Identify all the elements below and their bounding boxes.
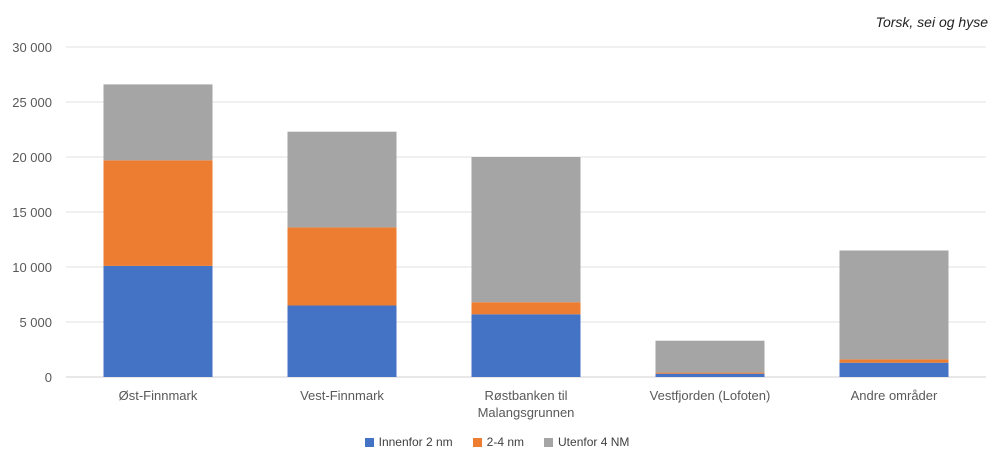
y-tick-label: 15 000 [12,205,52,220]
bar-segment [655,373,765,377]
bar-segment [471,157,581,303]
legend-item-innenfor-2-nm: Innenfor 2 nm [364,435,453,449]
y-tick-label: 10 000 [12,260,52,275]
y-axis-tick-labels: 0 5 000 10 000 15 000 20 000 25 000 30 000 [12,40,52,385]
stacked-bar-chart: 0 5 000 10 000 15 000 20 000 25 000 30 000 Øst… [12,40,986,420]
bar-segment [839,362,949,377]
y-tick-label: 5 000 [19,315,52,330]
bar-segment [471,302,581,315]
bar-segment [103,160,213,266]
legend: Innenfor 2 nm 2-4 nm Utenfor 4 NM [0,435,994,449]
bar-segment [471,314,581,377]
legend-item-2-4-nm: 2-4 nm [472,435,525,449]
bar-segment [103,265,213,377]
bar-segment [839,250,949,360]
x-tick-label: Øst-Finnmark [119,388,198,403]
x-tick-label: Røstbanken til Malangsgrunnen [478,388,575,420]
x-tick-label: Andre områder [851,388,938,403]
bar-segment [655,372,765,374]
legend-label: Innenfor 2 nm [378,435,453,449]
y-tick-label: 25 000 [12,95,52,110]
legend-swatch [472,437,482,447]
legend-swatch [544,437,554,447]
bar-segment [839,359,949,363]
bar-segment [287,305,397,377]
legend-swatch [364,437,374,447]
x-tick-label: Vestfjorden (Lofoten) [650,388,771,403]
y-tick-label: 0 [45,370,52,385]
bars [103,84,949,377]
x-axis-tick-labels: Øst-Finnmark Vest-Finnmark Røstbanken til M… [119,388,938,420]
legend-item-utenfor-4-nm: Utenfor 4 NM [544,435,629,449]
x-tick-label: Vest-Finnmark [300,388,384,403]
y-tick-label: 30 000 [12,40,52,55]
bar-segment [287,227,397,306]
bar-segment [103,84,213,161]
bar-segment [655,340,765,373]
chart-title: Torsk, sei og hyse [875,14,988,30]
y-tick-label: 20 000 [12,150,52,165]
legend-label: 2-4 nm [486,435,525,449]
bar-segment [287,131,397,228]
legend-label: Utenfor 4 NM [558,435,630,449]
